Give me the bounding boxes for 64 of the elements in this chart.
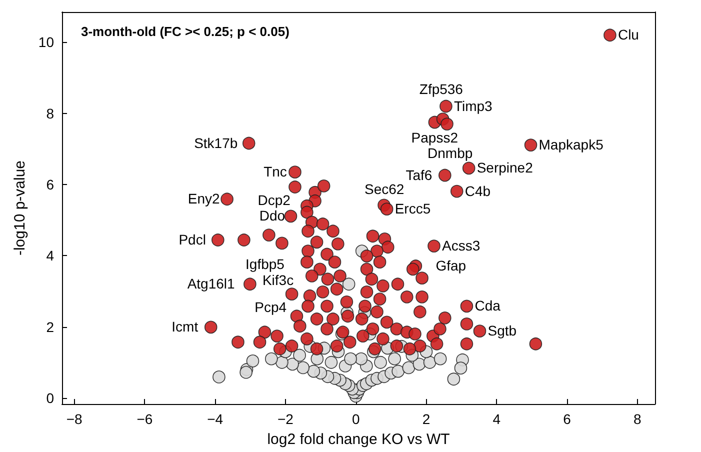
text: 3-month-old (FC >< 0.25; p < 0.05) (81, 24, 290, 39)
point (454, 362, 468, 374)
annotation: Kif3c (262, 272, 294, 288)
annotation: Ercc5 (394, 200, 431, 217)
point (388, 352, 401, 366)
y-tick-label: 2 (46, 318, 54, 335)
annotation: Eny2 (188, 190, 220, 207)
point (324, 356, 338, 369)
point (265, 352, 278, 366)
x-tick-label: −2 (277, 411, 294, 427)
annotation: Pdcl (178, 232, 206, 248)
annotation: Atg16l1 (187, 276, 236, 292)
annotation: Tnc (264, 164, 287, 180)
x-tick-label: 8 (634, 411, 642, 427)
annotation: Ddo (259, 208, 286, 224)
point (423, 356, 436, 369)
annotation: Papss2 (411, 129, 458, 146)
x-tick-label: 6 (563, 411, 572, 427)
annotation: Dnmbp (428, 145, 473, 162)
point (240, 366, 252, 379)
annotation: Sgtb (488, 322, 517, 339)
x-axis-title: log2 fold change KO vs WT (267, 431, 450, 448)
annotation: Dcp2 (258, 192, 291, 208)
annotation: Sec62 (364, 181, 404, 198)
y-axis-title: -log10 p-value (12, 160, 29, 256)
annotation: Zfp536 (419, 81, 464, 98)
annotation: Icmt (172, 318, 198, 335)
annotation: Stk17b (194, 134, 238, 151)
point (246, 354, 260, 368)
point (447, 372, 460, 386)
annotation: Pcp4 (254, 299, 287, 316)
x-tick-label: 4 (492, 411, 501, 427)
point (354, 352, 368, 366)
y-tick-label: 4 (46, 248, 54, 264)
point (374, 356, 387, 369)
annotation: Mapkapk5 (538, 136, 604, 153)
annotation: Taf6 (406, 166, 432, 183)
annotation: Igfbp5 (246, 256, 285, 272)
point (434, 352, 447, 366)
annotation: Cda (474, 298, 501, 314)
annotation: Timp3 (454, 98, 493, 114)
point (307, 364, 320, 378)
point (344, 352, 357, 366)
point (402, 361, 416, 374)
x-tick-label: −8 (66, 411, 83, 427)
y-tick-label: 8 (46, 105, 54, 122)
x-tick-label: −4 (207, 411, 224, 427)
x-tick-label: 0 (352, 411, 360, 427)
x-tick-label: −6 (136, 411, 153, 427)
point (212, 370, 226, 384)
annotation: Clu (618, 26, 639, 43)
annotation: Gfap (436, 257, 466, 274)
y-tick-label: 0 (46, 390, 54, 406)
point (293, 348, 306, 362)
annotation: Acss3 (442, 238, 480, 254)
y-tick-label: 6 (46, 176, 54, 193)
annotation: Serpine2 (476, 160, 534, 176)
annotation: C4b (464, 182, 491, 199)
point (296, 361, 310, 374)
point (276, 356, 288, 369)
x-tick-label: 2 (422, 411, 430, 427)
point (392, 364, 404, 378)
y-tick-label: 10 (38, 34, 54, 50)
point (342, 278, 356, 291)
